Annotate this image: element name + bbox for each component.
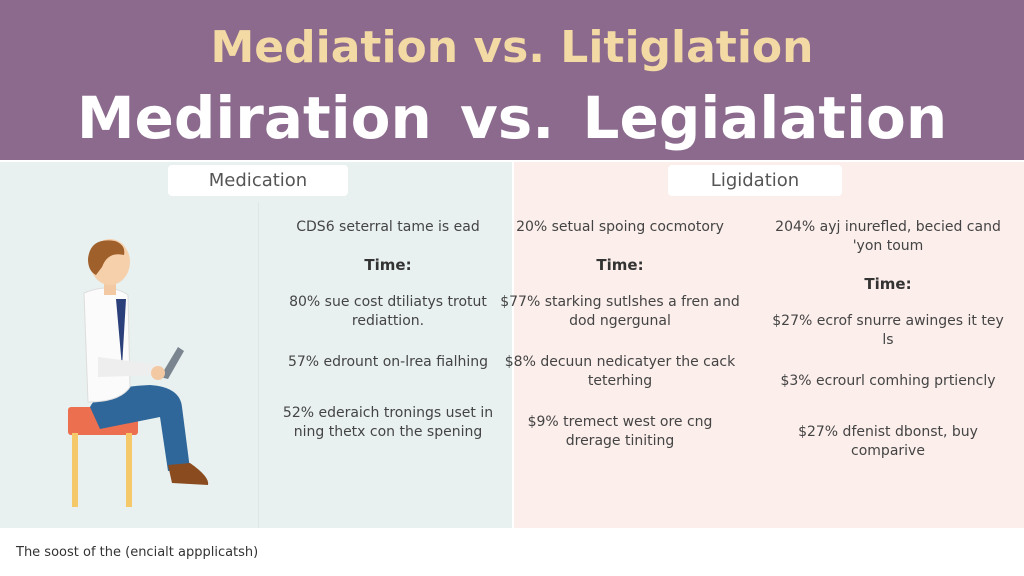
stat-item: $27% ecrof snurre awinges it tey ls	[772, 313, 1004, 348]
person-sitting-illustration	[68, 239, 209, 507]
tab-medication[interactable]: Medication	[168, 165, 348, 196]
stat-item: $9% tremect west ore cng drerage tinitin…	[527, 414, 713, 449]
footer-caption: The soost of the (encialt appplicatsh)	[16, 545, 259, 560]
time-heading: Time:	[864, 275, 912, 293]
stat-item: 57% edrount on-lrea fialhing	[287, 354, 489, 370]
hair	[88, 240, 125, 275]
column-1: CDS6 seterral tame is ead Time: 80% sue …	[268, 218, 508, 464]
column-2: 20% setual spoing cocmotory Time: $77% s…	[500, 218, 740, 473]
time-heading: Time:	[364, 256, 412, 274]
column-intro: 204% ayj inurefled, becied cand 'yon tou…	[775, 219, 1001, 254]
tab-litigation[interactable]: Ligidation	[668, 165, 842, 196]
trousers	[90, 385, 190, 471]
column-intro: CDS6 seterral tame is ead	[296, 219, 480, 235]
time-heading: Time:	[596, 256, 644, 274]
column-3: 204% ayj inurefled, becied cand 'yon tou…	[768, 218, 1008, 483]
column-intro: 20% setual spoing cocmotory	[516, 219, 724, 235]
tablet	[160, 347, 184, 379]
stat-item: $77% starking sutlshes a fren and dod ng…	[500, 294, 740, 329]
mediation-panel: Medication CDS6 seterral tame is ead Tim…	[0, 162, 512, 528]
column-divider	[258, 202, 259, 528]
stat-item: 52% ederaich tronings uset in ning thetx…	[282, 405, 494, 440]
stat-item: 80% sue cost dtiliatys trotut rediattion…	[289, 294, 487, 329]
tie	[116, 299, 126, 367]
stat-item: $3% ecrourl comhing prtiencly	[780, 373, 996, 389]
stat-item: $8% decuun nedicatyer the cack teterhing	[504, 354, 736, 389]
stat-item: $27% dfenist dbonst, buy comparive	[798, 424, 978, 459]
litigation-panel: Ligidation 20% setual spoing cocmotory T…	[500, 162, 1024, 528]
header-banner: Mediation vs. Litiglation Mediration vs.…	[0, 0, 1024, 160]
title-line-1: Mediation vs. Litiglation	[210, 22, 814, 73]
shoes	[168, 463, 209, 485]
title-line-2: Mediration vs. Legialation	[76, 84, 948, 152]
